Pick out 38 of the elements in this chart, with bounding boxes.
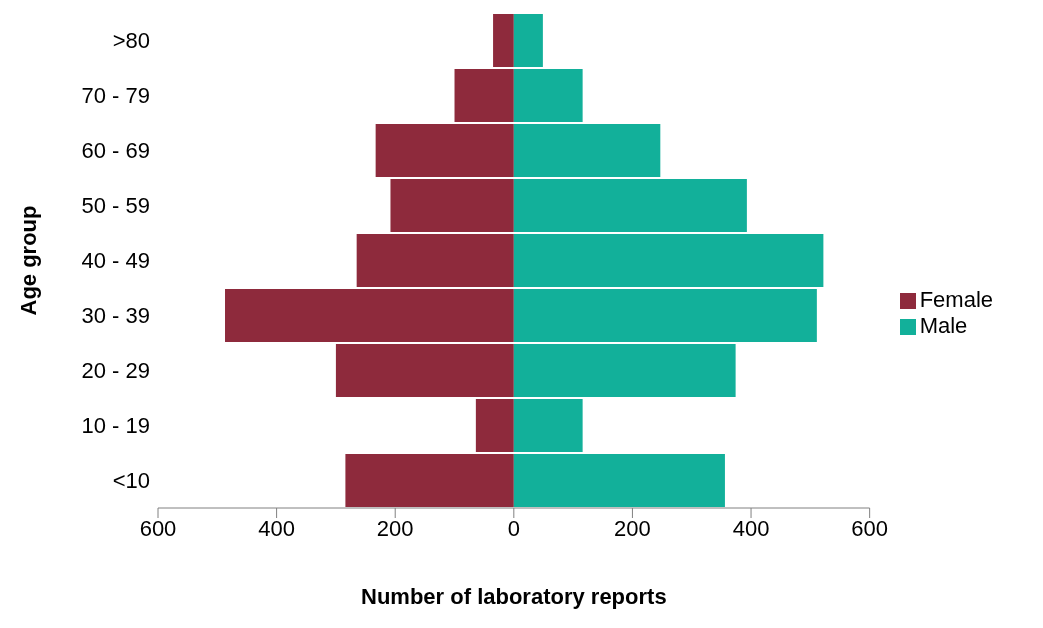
y-tick-label: 60 - 69	[81, 138, 150, 164]
bar	[375, 124, 514, 178]
bar	[475, 399, 514, 453]
bar	[345, 454, 514, 508]
bar	[390, 179, 514, 233]
bar	[225, 289, 514, 343]
bar	[454, 69, 514, 123]
bar	[513, 344, 736, 398]
bar	[513, 399, 583, 453]
legend-label: Male	[919, 313, 968, 338]
y-tick-label: >80	[112, 28, 150, 54]
x-tick-label: 600	[851, 515, 888, 541]
bar	[493, 14, 514, 68]
y-axis-title: Age group	[15, 205, 41, 316]
bar	[513, 234, 824, 288]
x-tick-label: 200	[614, 515, 651, 541]
bar	[513, 289, 817, 343]
bar	[513, 179, 747, 233]
x-axis-title: Number of laboratory reports	[361, 583, 667, 609]
x-tick-label: 200	[376, 515, 414, 541]
x-tick-label: 400	[732, 515, 770, 541]
y-tick-label: 10 - 19	[81, 413, 150, 439]
bar	[513, 14, 543, 68]
x-tick-label: 600	[139, 515, 177, 541]
x-tick-label: 0	[507, 515, 520, 541]
y-tick-label: 20 - 29	[81, 358, 150, 384]
bar	[513, 454, 725, 508]
bar	[335, 344, 514, 398]
y-tick-label: 40 - 49	[81, 248, 150, 274]
bar	[513, 124, 661, 178]
y-tick-label: 30 - 39	[81, 303, 150, 329]
y-tick-label: 70 - 79	[81, 83, 150, 109]
y-tick-label: 50 - 59	[81, 193, 150, 219]
bar	[356, 234, 514, 288]
x-tick-label: 400	[258, 515, 295, 541]
legend-label: Female	[919, 287, 993, 312]
bar	[513, 69, 583, 123]
y-tick-label: <10	[112, 468, 150, 494]
